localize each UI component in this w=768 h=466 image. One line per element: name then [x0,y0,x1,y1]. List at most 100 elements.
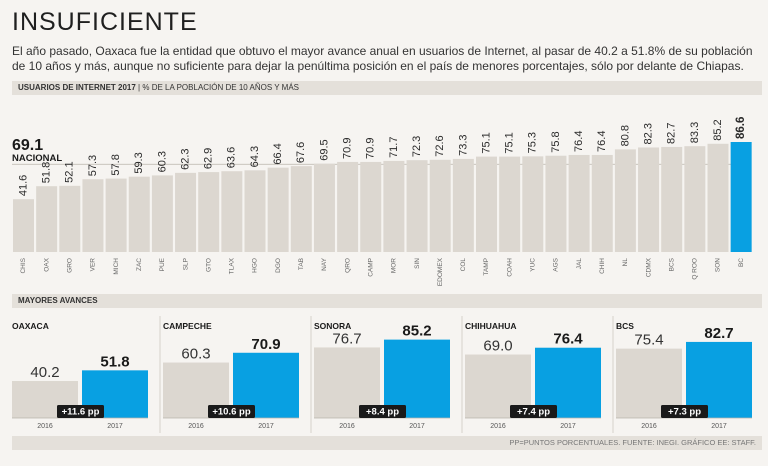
change-value: +11.6 pp [62,407,100,418]
bar-value-label: 75.1 [504,132,516,153]
bar-value-label: 66.4 [272,143,284,164]
category-label: QRO [344,258,351,273]
bar-ags [545,155,567,252]
change-badge [359,405,406,418]
value-2017: 76.4 [553,331,583,348]
value-2017: 82.7 [704,325,733,342]
category-label: MICH [113,258,120,275]
value-2016: 69.0 [483,338,512,355]
reference-label: NACIONAL [12,153,62,164]
bar-2017 [384,339,450,418]
bar-value-label: 63.6 [226,147,238,168]
bar-value-label: 51.8 [41,162,53,183]
category-label: CHIS [20,257,27,273]
bar-tamp [476,156,497,252]
bar-son [707,143,729,252]
bar-bc [730,142,752,252]
change-value: +8.4 pp [366,407,399,418]
category-label: CHIH [599,258,606,274]
bar-value-label: 80.8 [619,125,631,146]
bar-qro [337,161,359,252]
bar-value-label: 83.3 [689,122,701,143]
bar-sin [406,160,428,252]
bar-gto [198,172,220,252]
bar-edomex [429,159,451,252]
bar-value-label: 70.9 [365,138,377,159]
year-label: 2016 [37,423,53,430]
category-label: BC [738,258,745,267]
year-label: 2017 [107,423,123,430]
value-2016: 60.3 [181,346,210,363]
year-label: 2016 [641,423,657,430]
source-note: PP=PUNTOS PORCENTUALES. FUENTE: INEGI. G… [12,436,762,450]
year-label: 2017 [409,423,425,430]
bar-value-label: 41.6 [17,175,29,196]
reference-value: 69.1 [12,137,43,154]
bar-gro [59,185,81,252]
category-label: MOR [391,258,398,273]
bar-value-label: 76.4 [573,131,585,152]
category-label: AGS [553,257,560,271]
category-label: EDOMEX [437,257,444,286]
advances-header: MAYORES AVANCES [12,294,762,308]
bar-value-label: 86.6 [735,117,747,139]
category-label: TAMP [483,258,490,276]
bar-value-label: 69.5 [318,139,330,160]
bar-bcs [661,146,683,252]
bar-value-label: 62.3 [179,148,191,169]
bar-value-label: 73.3 [457,134,469,155]
bar-value-label: 75.1 [480,132,492,153]
year-label: 2016 [490,423,506,430]
category-label: GTO [205,258,212,272]
bar-value-label: 57.8 [110,154,122,175]
value-2017: 70.9 [251,336,280,353]
panel-title: BCS [616,321,634,331]
panel-title: CAMPECHE [163,321,212,331]
bar-cdmx [638,147,660,252]
bar-oax [36,186,58,252]
bar-value-label: 52.1 [64,161,76,182]
bar-nay [313,163,335,252]
intro-paragraph: El año pasado, Oaxaca fue la entidad que… [12,44,753,73]
bar-jal [568,154,590,252]
category-label: SON [715,258,722,272]
change-value: +7.3 pp [668,407,701,418]
bar-col [452,158,474,252]
bar-pue [151,175,173,252]
category-label: DGO [275,258,282,273]
bar-tab [290,166,312,252]
bar-value-label: 71.7 [388,137,400,158]
category-label: OAX [43,257,50,271]
category-label: VER [90,258,97,272]
value-2016: 40.2 [30,364,59,381]
year-label: 2017 [711,423,727,430]
category-label: SIN [414,258,421,269]
bar-chih [591,154,613,252]
category-label: CAMP [367,258,374,277]
header-divider: | [138,83,141,92]
bar-value-label: 60.3 [156,151,168,172]
category-label: TLAX [229,257,236,274]
panel-title: CHIHUAHUA [465,321,516,331]
change-badge [57,405,104,418]
bar-value-label: 85.2 [712,119,724,140]
bar-yuc [522,156,544,252]
year-label: 2016 [339,423,355,430]
category-label: SLP [182,258,189,270]
panel-title: SONORA [314,321,351,331]
value-2017: 51.8 [100,353,129,370]
advances-title: MAYORES AVANCES [18,296,98,305]
value-2016: 75.4 [634,332,663,349]
category-label: COAH [506,258,513,277]
bar-value-label: 82.7 [666,123,678,144]
bar-value-label: 72.3 [411,136,423,157]
category-label: HGO [252,258,259,273]
bar-value-label: 76.4 [596,131,608,152]
bar-value-label: 57.3 [87,155,99,176]
main-chart-title: USUARIOS DE INTERNET 2017 [18,83,136,92]
category-label: PUE [159,257,166,271]
bar-value-label: 75.8 [550,131,562,152]
bar-value-label: 70.9 [342,138,354,159]
category-label: GRO [67,258,74,273]
category-label: NL [622,258,629,267]
